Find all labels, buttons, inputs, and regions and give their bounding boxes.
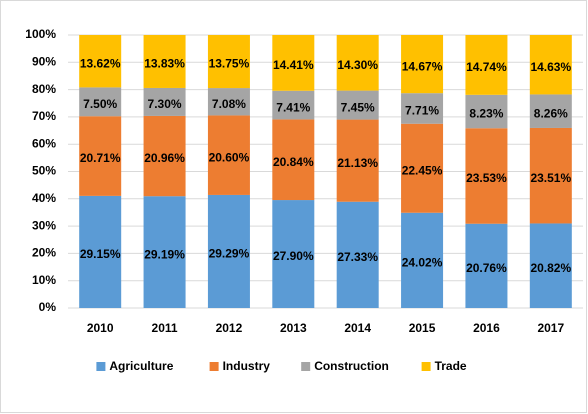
bar-segment [207, 35, 250, 89]
data-label: 29.15% [80, 247, 121, 261]
bar-segment [401, 212, 444, 308]
x-tick-label: 2015 [409, 321, 436, 335]
bar-segment [336, 119, 379, 202]
data-label: 20.84% [273, 155, 314, 169]
bar-segment [79, 116, 122, 196]
bar-segment [272, 35, 315, 91]
y-tick-label: 90% [32, 54, 56, 68]
data-label: 7.45% [341, 100, 375, 114]
data-label: 8.23% [469, 107, 503, 121]
x-tick-label: 2012 [216, 321, 243, 335]
data-label: 24.02% [402, 256, 443, 270]
data-label: 29.19% [144, 247, 185, 261]
x-tick-label: 2017 [537, 321, 564, 335]
bar-segment [529, 94, 572, 128]
x-tick-label: 2016 [473, 321, 500, 335]
data-label: 14.67% [402, 59, 443, 73]
bar-segment [207, 115, 250, 195]
y-tick-label: 20% [32, 246, 56, 260]
data-label: 7.50% [83, 97, 117, 111]
bar-segment [272, 200, 315, 308]
x-tick-label: 2013 [280, 321, 307, 335]
data-label: 27.90% [273, 249, 314, 263]
data-label: 20.96% [144, 151, 185, 165]
bar-segment [336, 201, 379, 308]
bar-segment [272, 90, 315, 120]
data-label: 13.62% [80, 56, 121, 70]
bar-segment [79, 87, 122, 117]
x-tick-label: 2011 [152, 321, 178, 335]
data-label: 7.41% [276, 100, 310, 114]
x-tick-label: 2010 [87, 321, 114, 335]
data-label: 22.45% [402, 163, 443, 177]
data-label: 13.75% [209, 57, 250, 71]
y-tick-label: 0% [39, 300, 57, 314]
bar-segment [143, 87, 186, 116]
bar-segment [465, 94, 508, 129]
bar-segment [336, 90, 379, 120]
bar-segment [529, 127, 572, 224]
data-label: 7.30% [148, 97, 182, 111]
data-label: 7.08% [212, 97, 246, 111]
legend-swatch [301, 362, 311, 371]
x-tick-label: 2014 [344, 321, 371, 335]
data-label: 29.29% [209, 247, 250, 261]
data-label: 27.33% [337, 250, 378, 264]
bar-segment [529, 223, 572, 308]
bar-segment [465, 35, 508, 95]
legend-swatch [209, 362, 219, 371]
bar-segment [207, 194, 250, 308]
data-label: 20.71% [80, 151, 121, 165]
data-label: 14.41% [273, 58, 314, 72]
bar-segment [79, 195, 122, 308]
y-tick-label: 30% [32, 218, 56, 232]
data-label: 14.30% [337, 58, 378, 72]
data-label: 21.13% [337, 156, 378, 170]
bar-segment [401, 35, 444, 94]
bar-segment [465, 223, 508, 308]
bar-segment [529, 35, 572, 95]
data-label: 20.82% [530, 261, 571, 275]
legend-swatch [96, 362, 106, 371]
y-tick-label: 10% [32, 273, 56, 287]
bar-segment [207, 88, 250, 116]
legend-swatch [421, 362, 431, 371]
bar-segment [465, 128, 508, 224]
data-label: 14.63% [530, 60, 571, 74]
y-tick-label: 50% [32, 164, 56, 178]
bar-segment [79, 35, 122, 88]
legend-label: Industry [223, 359, 271, 373]
legend-label: Agriculture [109, 359, 173, 373]
y-tick-label: 70% [32, 109, 56, 123]
data-label: 13.83% [144, 57, 185, 71]
legend-label: Trade [435, 359, 467, 373]
y-tick-label: 100% [25, 27, 56, 41]
data-label: 7.71% [405, 104, 439, 118]
data-label: 23.51% [530, 171, 571, 185]
data-label: 23.53% [466, 171, 507, 185]
bar-segment [401, 93, 444, 124]
bar-segment [336, 35, 379, 91]
y-tick-label: 40% [32, 191, 56, 205]
data-label: 20.60% [209, 150, 250, 164]
bar-segment [272, 119, 315, 201]
bar-segment [143, 35, 186, 88]
bar-segment [143, 115, 186, 197]
legend-label: Construction [314, 359, 389, 373]
data-label: 14.74% [466, 60, 507, 74]
y-tick-label: 80% [32, 82, 56, 96]
y-tick-label: 60% [32, 136, 56, 150]
data-label: 20.76% [466, 261, 507, 275]
bar-segment [401, 123, 444, 213]
bar-segment [143, 196, 186, 308]
data-label: 8.26% [534, 106, 568, 120]
